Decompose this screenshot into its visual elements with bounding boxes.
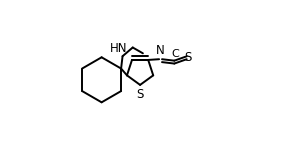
Text: C: C bbox=[171, 49, 179, 59]
Text: HN: HN bbox=[110, 42, 128, 56]
Text: N: N bbox=[156, 44, 164, 57]
Text: S: S bbox=[136, 88, 144, 101]
Text: S: S bbox=[184, 50, 192, 63]
